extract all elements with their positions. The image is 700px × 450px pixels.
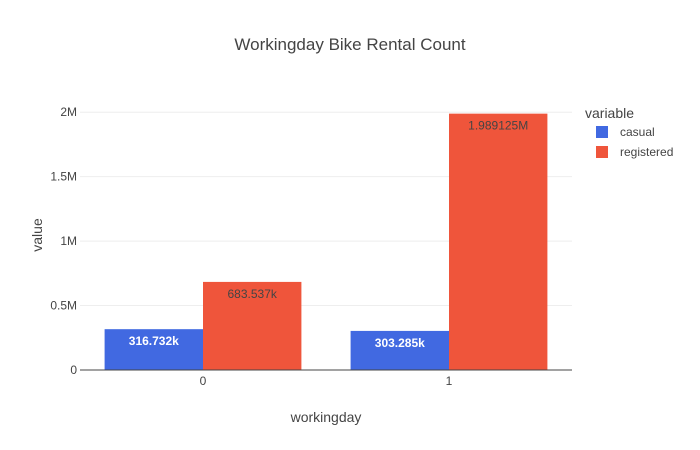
y-tick-label: 2M xyxy=(60,105,77,119)
x-tick-label: 1 xyxy=(446,374,453,388)
bar-registered-1[interactable] xyxy=(449,113,548,370)
bars[interactable]: 316.732k 683.537k 303.285k 1.989125M xyxy=(104,113,548,370)
y-axis-title: value xyxy=(29,218,45,252)
bar-casual-0[interactable] xyxy=(104,329,203,370)
x-tick-label: 0 xyxy=(200,374,207,388)
legend: variable casual registered xyxy=(585,105,673,159)
y-tick-label: 0.5M xyxy=(50,299,77,313)
bar-registered-0[interactable] xyxy=(203,281,302,370)
legend-swatch-casual xyxy=(596,126,608,138)
y-tick-label: 1M xyxy=(60,234,77,248)
bar-value-label: 683.537k xyxy=(228,287,278,301)
legend-swatch-registered xyxy=(596,146,608,158)
legend-item-registered[interactable]: registered xyxy=(620,145,673,159)
bar-value-label: 303.285k xyxy=(375,336,425,350)
bar-casual-1[interactable] xyxy=(350,330,449,370)
bar-value-label: 316.732k xyxy=(129,334,179,348)
x-axis-title: workingday xyxy=(290,409,362,425)
legend-item-casual[interactable]: casual xyxy=(620,125,655,139)
y-tick-label: 0 xyxy=(70,363,77,377)
legend-title: variable xyxy=(585,105,634,121)
y-tick-label: 1.5M xyxy=(50,170,77,184)
bar-value-label: 1.989125M xyxy=(468,119,528,133)
chart-title: Workingday Bike Rental Count xyxy=(234,35,465,54)
y-axis-ticks: 0 0.5M 1M 1.5M 2M xyxy=(50,105,77,377)
